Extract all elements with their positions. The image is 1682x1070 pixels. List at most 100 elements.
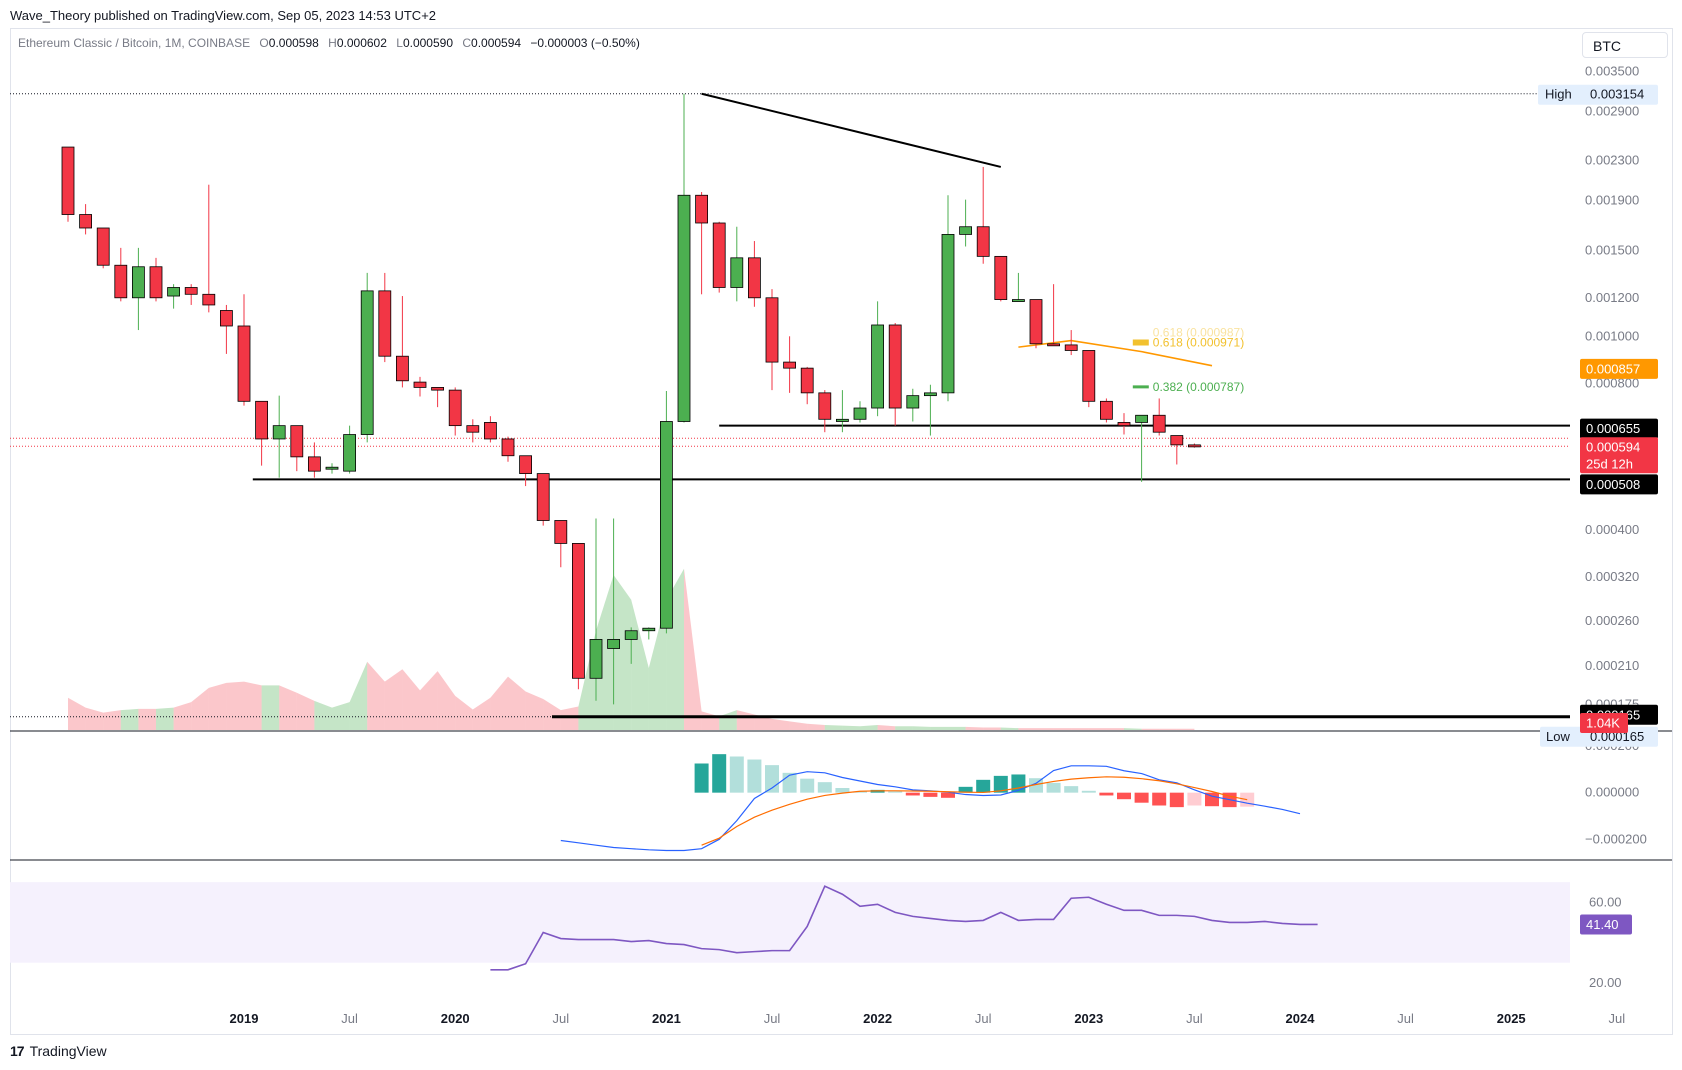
volume-area-segment	[754, 714, 772, 730]
candle-body[interactable]	[1188, 444, 1201, 448]
candle-body[interactable]	[748, 257, 761, 299]
candle-body[interactable]	[483, 422, 497, 440]
volume-area-segment	[1088, 728, 1107, 730]
candle-body[interactable]	[1170, 435, 1184, 446]
candle-body[interactable]	[149, 266, 163, 299]
candle-body[interactable]	[536, 473, 550, 521]
rsi-value-label: 41.40	[1586, 917, 1619, 932]
trendline[interactable]	[701, 92, 1002, 168]
candle-body[interactable]	[501, 438, 515, 457]
candle-body[interactable]	[941, 234, 955, 394]
candle-body[interactable]	[589, 639, 603, 679]
candle-body[interactable]	[219, 310, 233, 327]
high-label: H	[328, 36, 337, 50]
candle-body[interactable]	[237, 325, 251, 402]
candle-body[interactable]	[783, 361, 796, 369]
volume-area-segment	[332, 702, 350, 730]
candle-body[interactable]	[624, 630, 638, 640]
volume-area-segment	[244, 681, 262, 730]
candle-body[interactable]	[184, 287, 198, 295]
candle-body[interactable]	[924, 392, 937, 397]
candle-body[interactable]	[730, 257, 744, 288]
candle-body[interactable]	[114, 264, 128, 299]
candle-body[interactable]	[642, 627, 656, 632]
candle-body[interactable]	[413, 381, 427, 388]
volume-area-segment	[789, 721, 808, 730]
fib-382-marker[interactable]	[1132, 385, 1149, 389]
candle-body[interactable]	[818, 392, 832, 420]
volume-area-segment	[772, 718, 790, 730]
candle-body[interactable]	[343, 434, 357, 472]
candle-body[interactable]	[765, 297, 779, 363]
candle-body[interactable]	[290, 425, 304, 458]
bar-countdown-label: 25d 12h	[1586, 456, 1633, 471]
fib-382-label: 0.382 (0.000787)	[1153, 380, 1244, 394]
signal-line	[701, 776, 1248, 846]
candle-body[interactable]	[79, 214, 92, 229]
candle-body[interactable]	[554, 520, 568, 544]
candle-body[interactable]	[255, 400, 269, 440]
candle-body[interactable]	[677, 194, 691, 422]
candle-body[interactable]	[1064, 344, 1078, 351]
volume-area-segment	[349, 661, 368, 730]
candle-body[interactable]	[131, 266, 145, 299]
currency-button[interactable]: BTC	[1582, 32, 1668, 58]
volume-area-segment	[948, 726, 966, 730]
candle-body[interactable]	[906, 395, 920, 409]
candle-body[interactable]	[1082, 350, 1096, 402]
candle-body[interactable]	[307, 456, 321, 472]
time-axis-tick: Jul	[552, 1011, 569, 1026]
macd-axis-tick: 0.000000	[1585, 785, 1639, 800]
volume-area-segment	[912, 726, 931, 730]
macd-line	[560, 765, 1301, 852]
candle-body[interactable]	[660, 421, 673, 629]
candle-body[interactable]	[1029, 299, 1043, 345]
candle-body[interactable]	[202, 293, 216, 306]
fib-618-marker[interactable]	[1132, 339, 1149, 346]
time-axis-tick: 2021	[652, 1011, 681, 1026]
candle-body[interactable]	[1152, 414, 1166, 433]
candle-body[interactable]	[272, 425, 286, 440]
candle-body[interactable]	[1012, 299, 1025, 302]
candle-body[interactable]	[360, 290, 374, 435]
candle-body[interactable]	[167, 287, 181, 297]
volume-area-segment	[490, 676, 508, 730]
candle-body[interactable]	[325, 466, 339, 470]
candle-body[interactable]	[572, 543, 585, 679]
macd-histogram-bar	[817, 782, 832, 793]
candle-body[interactable]	[448, 389, 462, 427]
candle-body[interactable]	[871, 324, 884, 409]
candle-body[interactable]	[976, 226, 990, 257]
volume-area-segment	[1106, 728, 1124, 730]
candle-body[interactable]	[994, 255, 1008, 300]
candle-body[interactable]	[695, 194, 708, 224]
candle-body[interactable]	[519, 455, 532, 474]
volume-area-segment	[1000, 727, 1019, 730]
chart-canvas[interactable]: 0.618 (0.000971)0.618 (0.000987) 0.382 (0…	[0, 0, 1682, 1040]
candle-body[interactable]	[607, 639, 620, 649]
candle-body[interactable]	[431, 387, 445, 391]
macd-histogram-bar	[747, 759, 762, 793]
volume-area-segment	[1176, 728, 1195, 730]
volume-area-segment	[877, 725, 896, 730]
volume-area-segment	[983, 727, 1001, 730]
symbol-legend: Ethereum Classic / Bitcoin, 1M, COINBASE…	[18, 36, 640, 50]
candle-body[interactable]	[61, 146, 75, 215]
volume-area-segment	[314, 700, 332, 730]
candle-body[interactable]	[888, 324, 902, 409]
candle-body[interactable]	[466, 425, 480, 433]
candle-body[interactable]	[1100, 400, 1113, 420]
candle-body[interactable]	[1047, 343, 1060, 347]
candle-body[interactable]	[96, 227, 110, 266]
symbol-name[interactable]: Ethereum Classic / Bitcoin, 1M, COINBASE	[18, 36, 251, 50]
candle-body[interactable]	[853, 407, 867, 420]
candle-body[interactable]	[712, 222, 726, 288]
candle-body[interactable]	[1135, 414, 1148, 423]
candle-body[interactable]	[1117, 422, 1131, 427]
candle-body[interactable]	[378, 290, 392, 357]
candle-body[interactable]	[836, 418, 849, 422]
candle-body[interactable]	[959, 226, 972, 235]
candle-body[interactable]	[800, 367, 814, 394]
time-axis-tick: Jul	[341, 1011, 358, 1026]
candle-body[interactable]	[395, 355, 409, 382]
